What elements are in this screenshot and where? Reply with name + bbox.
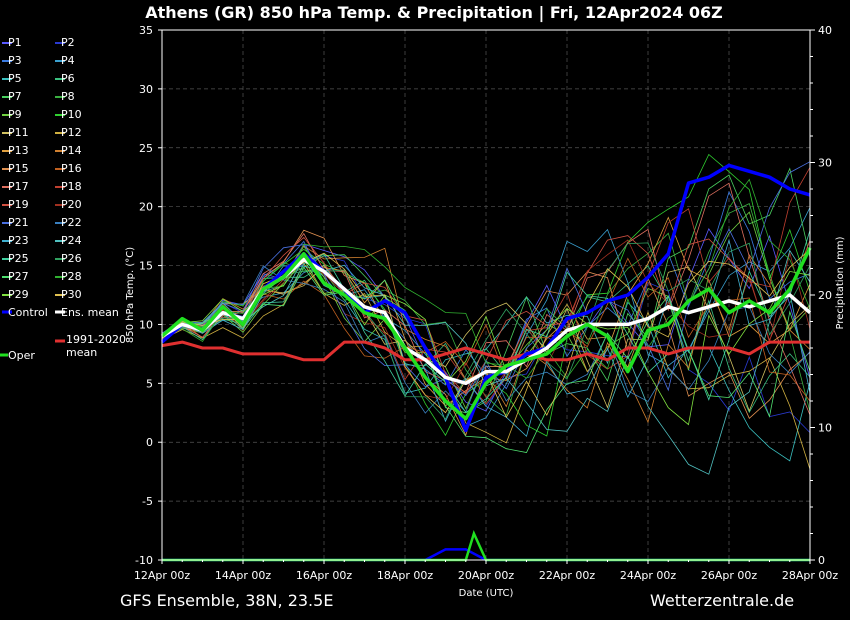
legend-label-p3: P3 (8, 54, 22, 67)
x-tick-label: 20Apr 00z (458, 569, 515, 582)
chart-title: Athens (GR) 850 hPa Temp. & Precipitatio… (145, 3, 723, 23)
x-tick-label: 24Apr 00z (620, 569, 677, 582)
legend-label-control: Control (8, 306, 48, 319)
legend-label-p18: P18 (61, 180, 82, 193)
legend-label-p15: P15 (8, 162, 29, 175)
member-line-p27 (161, 266, 811, 453)
legend-label-p22: P22 (61, 216, 82, 229)
y2-axis-label: Precipitation (mm) (835, 236, 846, 329)
y-tick-label: 35 (139, 24, 153, 37)
legend-label-p20: P20 (61, 198, 82, 211)
y-tick-label: 30 (139, 83, 153, 96)
legend-label-climate-mean: 1991-2020 mean (66, 333, 126, 359)
y2-tick-label: 40 (818, 24, 832, 37)
x-tick-label: 28Apr 00z (782, 569, 839, 582)
member-line-p6 (161, 264, 811, 414)
legend-label-p8: P8 (61, 90, 75, 103)
footer-site-name: Wetterzentrale.de (650, 591, 794, 610)
x-tick-label: 18Apr 00z (377, 569, 434, 582)
x-tick-label: 22Apr 00z (539, 569, 596, 582)
x-axis-label: Date (UTC) (459, 588, 514, 599)
legend-label-p13: P13 (8, 144, 29, 157)
legend-label-p11: P11 (8, 126, 29, 139)
legend: P1 P2 P3 P4 P5 P6 P7 P8 P9 P10 P11 P12 P13 P14 P15 P16 P… (0, 36, 126, 362)
member-line-p18 (161, 167, 811, 405)
legend-label-p25: P25 (8, 252, 29, 265)
legend-label-p9: P9 (8, 108, 22, 121)
member-line-p3 (161, 190, 811, 386)
legend-label-p6: P6 (61, 72, 75, 85)
main-series-lines (160, 163, 812, 433)
legend-label-p30: P30 (61, 288, 82, 301)
legend-label-p29: P29 (8, 288, 29, 301)
footer-model-info: GFS Ensemble, 38N, 23.5E (120, 591, 333, 610)
legend-label-p27: P27 (8, 270, 29, 283)
member-line-p12 (161, 262, 811, 470)
member-line-p28 (161, 178, 811, 379)
y-tick-label: 25 (139, 142, 153, 155)
legend-label-p4: P4 (61, 54, 75, 67)
y-axis-ticks: 35 30 25 20 15 10 5 0 -5 -10 (135, 24, 162, 567)
legend-label-p21: P21 (8, 216, 29, 229)
legend-label-p17: P17 (8, 180, 29, 193)
series-line-oper (160, 247, 812, 421)
member-line-p22 (161, 265, 811, 414)
legend-label-p26: P26 (61, 252, 82, 265)
y2-tick-label: 0 (818, 554, 825, 567)
legend-label-p1: P1 (8, 36, 22, 49)
x-tick-label: 12Apr 00z (134, 569, 191, 582)
y-tick-label: -10 (135, 554, 153, 567)
legend-label-p19: P19 (8, 198, 29, 211)
y2-tick-label: 10 (818, 422, 832, 435)
legend-label-p12: P12 (61, 126, 82, 139)
legend-label-p23: P23 (8, 234, 29, 247)
legend-label-p28: P28 (61, 270, 82, 283)
y2-tick-label: 30 (818, 157, 832, 170)
legend-label-p14: P14 (61, 144, 82, 157)
series-line-1991-2020-mean (161, 340, 810, 362)
member-line-p17 (161, 182, 811, 416)
y-tick-label: 15 (139, 260, 153, 273)
legend-label-p5: P5 (8, 72, 22, 85)
legend-label-p2: P2 (61, 36, 75, 49)
x-tick-label: 14Apr 00z (215, 569, 272, 582)
member-line-p20 (161, 239, 811, 401)
y-tick-label: 5 (146, 377, 153, 390)
legend-label-p10: P10 (61, 108, 82, 121)
y-tick-label: 0 (146, 436, 153, 449)
y-axis-label: 850 hPa Temp. (°C) (125, 247, 136, 343)
x-axis-ticks: 12Apr 00z 14Apr 00z 16Apr 00z 18Apr 00z 20Ap… (134, 560, 839, 582)
legend-label-p24: P24 (61, 234, 82, 247)
y2-tick-label: 20 (818, 289, 832, 302)
legend-label-p16: P16 (61, 162, 82, 175)
legend-label-oper: Oper (8, 349, 35, 362)
y-tick-label: 10 (139, 318, 153, 331)
member-line-p25 (161, 230, 811, 413)
y-tick-label: 20 (139, 201, 153, 214)
ensemble-member-lines (161, 153, 811, 475)
legend-label-ens-mean: Ens. mean (61, 306, 119, 319)
member-line-p16 (161, 257, 811, 402)
x-tick-label: 26Apr 00z (701, 569, 758, 582)
y-tick-label: -5 (142, 495, 153, 508)
legend-label-p7: P7 (8, 90, 22, 103)
member-line-p29 (161, 258, 811, 426)
y2-axis-ticks: 40 30 20 10 0 (810, 24, 832, 567)
x-tick-label: 16Apr 00z (296, 569, 353, 582)
